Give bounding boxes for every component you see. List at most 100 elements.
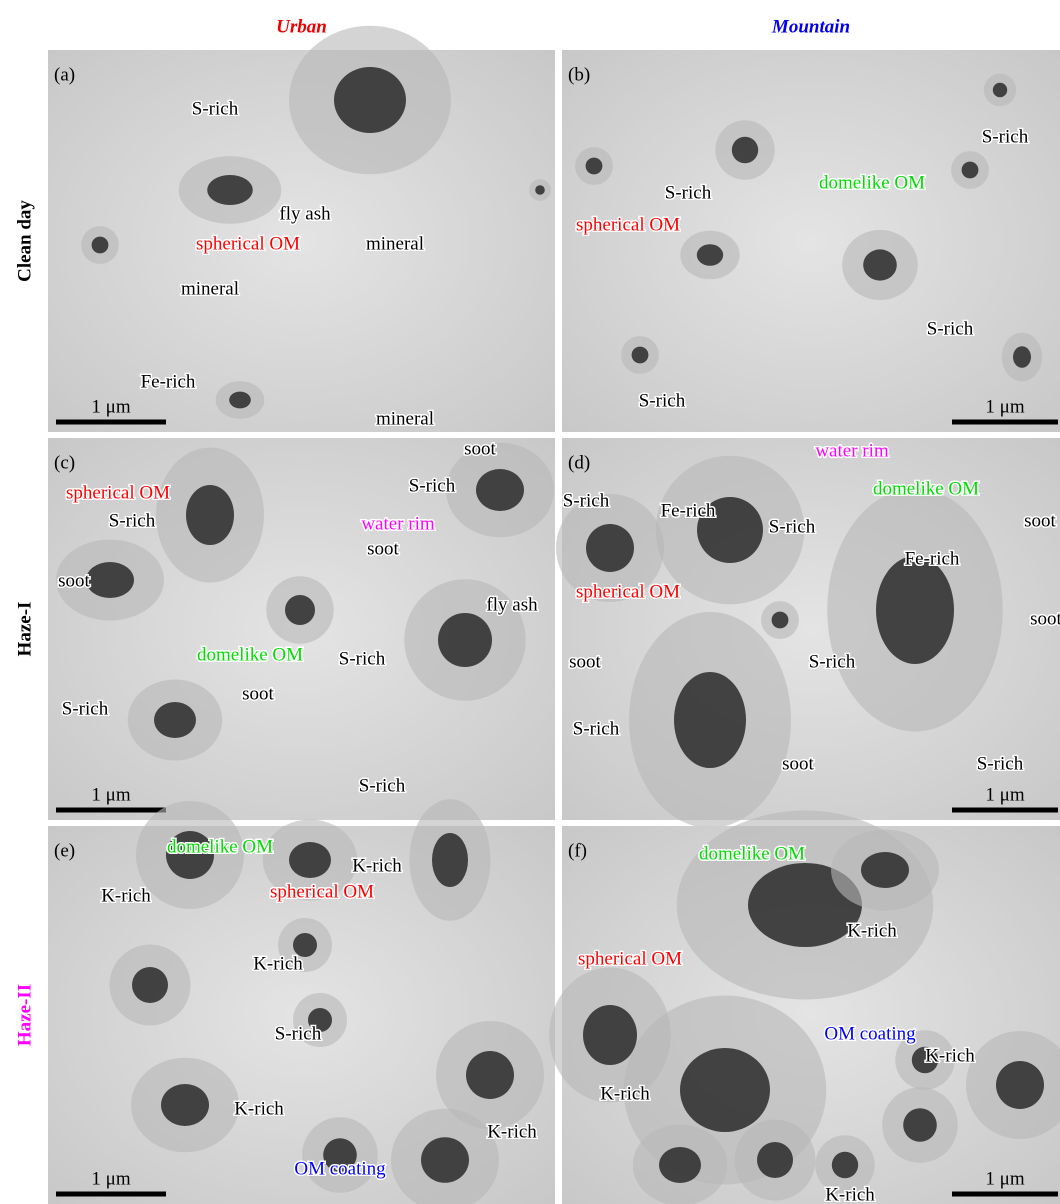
annotation: K-rich — [253, 953, 303, 974]
particle — [466, 1051, 514, 1099]
scale-label: 1 μm — [91, 396, 130, 417]
micrograph — [562, 50, 1060, 432]
particle — [476, 469, 524, 511]
annotation: S-rich — [977, 753, 1024, 774]
particle — [154, 702, 196, 738]
scale-label: 1 μm — [91, 1168, 130, 1189]
annotation: S-rich — [109, 510, 156, 531]
annotation: S-rich — [62, 698, 109, 719]
particle — [832, 1152, 858, 1178]
annotation: K-rich — [847, 920, 897, 941]
panel-letter: (b) — [568, 64, 590, 85]
particle — [334, 67, 406, 133]
particle — [432, 833, 468, 887]
annotation: Fe-rich — [141, 371, 196, 392]
annotation: domelike OM — [699, 843, 805, 864]
annotation: fly ash — [279, 203, 331, 224]
annotation: spherical OM — [576, 214, 680, 235]
scale-label: 1 μm — [91, 784, 130, 805]
annotation: S-rich — [275, 1023, 322, 1044]
column-title: Urban — [276, 16, 327, 37]
particle — [993, 83, 1007, 97]
particle — [1013, 346, 1031, 368]
particle — [863, 249, 897, 280]
annotation: S-rich — [639, 390, 686, 411]
annotation: domelike OM — [167, 836, 273, 857]
particle — [772, 612, 789, 629]
particle — [732, 137, 758, 163]
annotation: K-rich — [101, 885, 151, 906]
annotation: K-rich — [487, 1121, 537, 1142]
annotation: spherical OM — [66, 482, 170, 503]
panel-letter: (e) — [54, 840, 75, 861]
annotation: OM coating — [824, 1023, 916, 1044]
annotation: S-rich — [573, 718, 620, 739]
particle — [586, 158, 603, 175]
scale-label: 1 μm — [985, 1168, 1024, 1189]
particle — [438, 613, 492, 667]
annotation: S-rich — [809, 651, 856, 672]
scale-label: 1 μm — [985, 396, 1024, 417]
annotation: S-rich — [192, 98, 239, 119]
annotation: K-rich — [925, 1045, 975, 1066]
annotation: soot — [782, 753, 814, 774]
annotation: S-rich — [665, 182, 712, 203]
annotation: domelike OM — [819, 172, 925, 193]
annotation: S-rich — [359, 775, 406, 796]
annotation: mineral — [376, 408, 434, 429]
particle — [903, 1108, 937, 1142]
particle — [207, 175, 253, 205]
annotation: soot — [569, 651, 601, 672]
particle — [659, 1147, 701, 1183]
particle — [876, 556, 954, 664]
scale-label: 1 μm — [985, 784, 1024, 805]
particle — [132, 967, 168, 1003]
particle — [674, 672, 746, 768]
annotation: Fe-rich — [905, 548, 960, 569]
annotation: K-rich — [600, 1083, 650, 1104]
annotation: spherical OM — [270, 881, 374, 902]
particle — [289, 842, 331, 878]
annotation: soot — [1024, 510, 1056, 531]
annotation: S-rich — [339, 648, 386, 669]
particle — [632, 347, 649, 364]
particle — [962, 162, 979, 179]
panel-letter: (a) — [54, 64, 75, 85]
annotation: S-rich — [409, 475, 456, 496]
annotation: soot — [242, 683, 274, 704]
annotation: spherical OM — [578, 948, 682, 969]
panel-letter: (f) — [568, 840, 587, 861]
annotation: fly ash — [486, 594, 538, 615]
column-title: Mountain — [771, 16, 850, 37]
row-label: Clean day — [14, 200, 35, 282]
particle — [229, 392, 251, 409]
figure: UrbanMountainClean dayHaze-IHaze-II(a)1 … — [0, 0, 1060, 1204]
annotation: S-rich — [563, 490, 610, 511]
annotation: K-rich — [825, 1184, 875, 1204]
annotation: K-rich — [352, 855, 402, 876]
particle — [680, 1048, 770, 1132]
annotation: S-rich — [982, 126, 1029, 147]
particle — [861, 852, 909, 888]
annotation: S-rich — [927, 318, 974, 339]
particle — [757, 1142, 793, 1178]
particle — [996, 1061, 1044, 1109]
annotation: spherical OM — [196, 233, 300, 254]
annotation: OM coating — [294, 1158, 386, 1179]
annotation: Fe-rich — [661, 500, 716, 521]
row-label: Haze-I — [14, 602, 35, 657]
particle — [161, 1084, 209, 1126]
panel-letter: (d) — [568, 452, 590, 473]
annotation: soot — [1030, 608, 1060, 629]
annotation: soot — [464, 438, 496, 459]
particle — [92, 237, 109, 254]
particle — [586, 524, 634, 572]
annotation: mineral — [181, 278, 239, 299]
particle — [583, 1005, 637, 1065]
annotation: soot — [58, 570, 90, 591]
annotation: water rim — [361, 513, 435, 534]
particle — [421, 1137, 469, 1183]
particle — [535, 185, 545, 195]
annotation: water rim — [815, 440, 889, 461]
particle — [697, 244, 723, 266]
